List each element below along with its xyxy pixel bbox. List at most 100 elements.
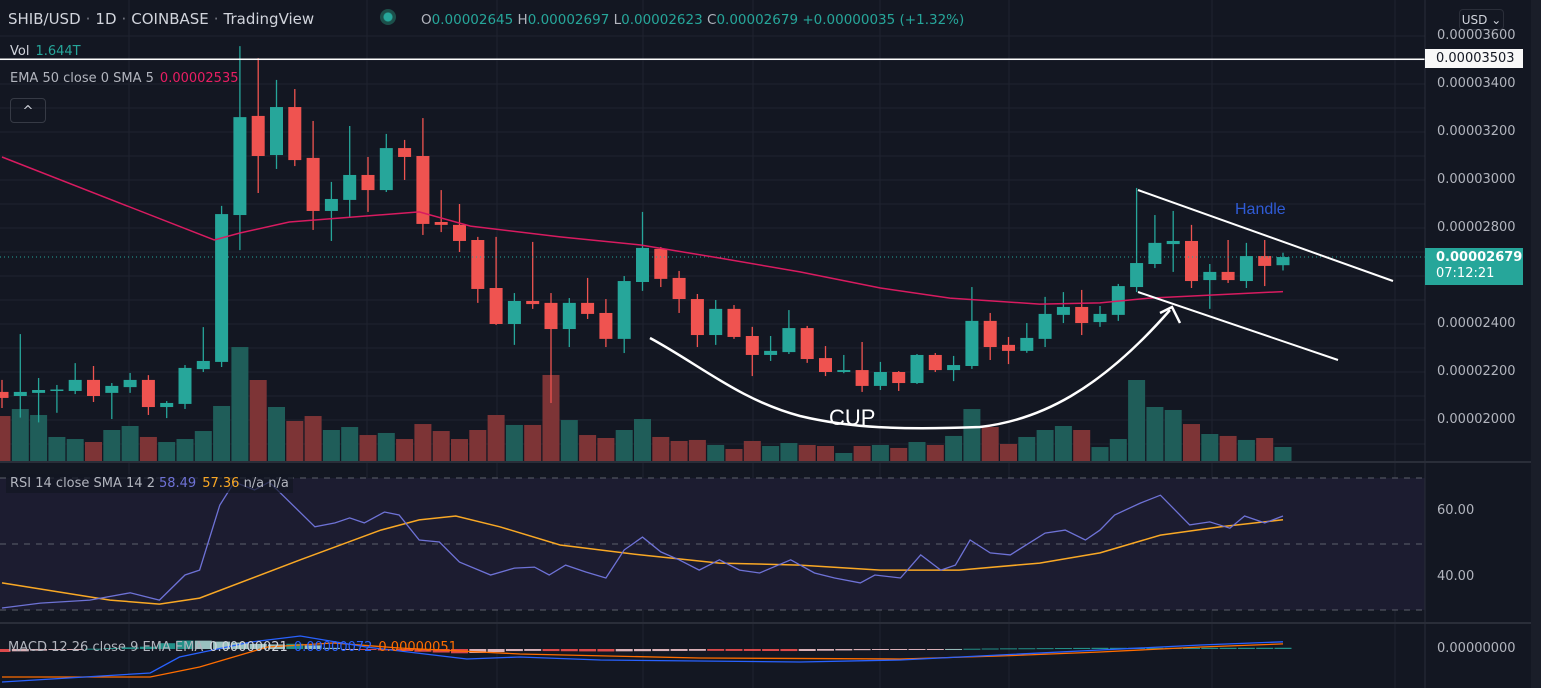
candle [617, 276, 631, 354]
macd-histogram-bar [926, 649, 944, 650]
macd-histogram-bar [652, 649, 670, 652]
candle [819, 346, 832, 377]
candle-body [160, 402, 174, 408]
volume-legend[interactable]: Vol 1.644T [10, 44, 81, 59]
candle-body [416, 156, 430, 224]
macd-histogram-bar [762, 649, 780, 652]
volume-bar [176, 439, 194, 461]
volume-bar [707, 444, 725, 461]
macd-histogram-bar [981, 648, 999, 650]
rsi-tick-label: 60.00 [1437, 503, 1475, 518]
candle [215, 205, 229, 367]
candle-body [141, 379, 155, 408]
volume-bar [743, 440, 761, 461]
volume-bar [322, 429, 340, 461]
price-tick-label: 0.00002000 [1437, 412, 1516, 427]
candle [690, 294, 704, 348]
candle [1166, 210, 1180, 272]
macd-legend[interactable]: MACD 12 26 close 9 EMA EMA 0.00000021 0.00… [8, 640, 457, 655]
candle-body [251, 115, 265, 156]
rsi-sma-value: 57.36 [202, 476, 240, 491]
candle-body [983, 320, 997, 348]
handle-annotation[interactable]: Handle [1235, 201, 1286, 218]
candle-body [343, 174, 357, 200]
volume-bar [579, 435, 597, 461]
macd-histogram-bar [688, 649, 706, 651]
candle-body [32, 390, 46, 393]
candle-body [1130, 263, 1144, 288]
macd-histogram-bar [670, 649, 688, 651]
rsi-sma-line [1, 515, 1284, 605]
candle-body [1239, 256, 1253, 282]
volume-bar [1018, 436, 1036, 461]
candle-body [196, 360, 210, 370]
data-source: TradingView [223, 10, 315, 28]
macd-histogram-bar [322, 647, 340, 649]
macd-signal-line [2, 642, 1284, 678]
macd-histogram-bar [194, 640, 212, 649]
volume-bar [1146, 406, 1164, 461]
candle-body [270, 107, 283, 156]
macd-histogram-bar [1274, 647, 1292, 649]
handle-upper-trendline[interactable] [1137, 189, 1394, 282]
candle-body [636, 247, 649, 282]
ema-legend[interactable]: EMA 50 close 0 SMA 5 0.00002535 [10, 71, 239, 86]
drawings[interactable] [649, 189, 1394, 430]
volume-bar [0, 416, 11, 461]
macd-histogram-bar [890, 649, 908, 650]
volume-bar [213, 405, 231, 461]
rsi-legend[interactable]: RSI 14 close SMA 14 2 58.49 57.36 n/a n/a [6, 474, 293, 493]
price-tick-label: 0.00003400 [1437, 76, 1516, 91]
macd-tick-label: 0.00000000 [1437, 641, 1516, 656]
candle-body [727, 308, 741, 337]
macd-histogram-bar [0, 649, 11, 652]
candle-body [105, 385, 119, 393]
candle-body [599, 312, 613, 339]
bar-countdown: 07:12:21 [1436, 266, 1495, 281]
handle-lower-trendline[interactable] [1137, 291, 1339, 361]
candle-body [398, 148, 412, 157]
macd-histogram-bar [963, 648, 981, 650]
volume-bar [505, 424, 523, 461]
price-tick-label: 0.00002800 [1437, 220, 1516, 235]
volume-bar [304, 416, 322, 461]
candle-body [782, 328, 796, 353]
volume-bar [1274, 446, 1292, 461]
candle [288, 89, 302, 167]
cup-annotation[interactable]: CUP [829, 405, 876, 430]
scrollbar[interactable] [1531, 0, 1541, 688]
volume-bar [652, 436, 670, 461]
currency-button[interactable]: USD ⌄ [1459, 9, 1504, 30]
ema-value: 0.00002535 [159, 71, 239, 86]
cup-curve-drawing[interactable] [649, 309, 1171, 430]
rsi-tick-label: 40.00 [1437, 569, 1475, 584]
volume-bar [1183, 424, 1200, 461]
macd-histogram-bar [359, 649, 377, 650]
collapse-legend-button[interactable]: ^ [10, 98, 46, 123]
candle [526, 241, 540, 309]
volume-bar [1109, 439, 1127, 461]
candle-body [489, 288, 503, 324]
macd-histogram-bar [213, 641, 231, 649]
volume-bar [286, 420, 304, 461]
price-tick-label: 0.00003000 [1437, 172, 1516, 187]
macd-histogram-bar [487, 649, 505, 653]
volume-bar [66, 439, 84, 461]
macd-histogram-bar [524, 649, 542, 651]
volume-bar [268, 406, 285, 461]
macd-line [1, 635, 1284, 683]
candle-body [1203, 271, 1217, 281]
macd-histogram-bar [1054, 648, 1072, 650]
macd-histogram-bar [1073, 647, 1091, 649]
candle [928, 353, 942, 372]
candle-body [1148, 242, 1162, 264]
volume-bar [139, 436, 157, 461]
macd-histogram-bar [1219, 647, 1237, 649]
symbol-legend[interactable]: SHIB/USD · 1D · COINBASE · TradingView [8, 10, 315, 28]
candle-body [928, 354, 942, 371]
macd-histogram-bar [615, 649, 633, 652]
macd-histogram-bar [11, 649, 29, 652]
candle [947, 355, 961, 382]
arrow-head-drawing[interactable] [1159, 305, 1182, 324]
